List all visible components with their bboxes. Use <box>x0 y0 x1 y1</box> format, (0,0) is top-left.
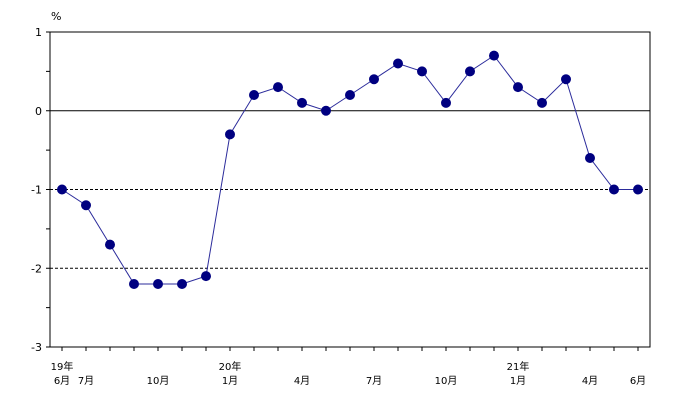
data-points <box>57 50 643 289</box>
gridlines <box>50 110 650 269</box>
x-tick-label: 6月 <box>54 375 70 387</box>
data-point <box>249 90 259 100</box>
data-point <box>321 105 331 116</box>
x-tick-label: 1月 <box>510 375 526 387</box>
x-tick-label: 6月 <box>630 375 646 387</box>
data-point <box>513 82 523 93</box>
y-unit-label: % <box>51 10 61 23</box>
data-point <box>633 184 643 195</box>
data-point <box>441 97 451 108</box>
data-point <box>369 74 379 85</box>
x-year-label: 21年 <box>507 360 530 373</box>
x-tick-label: 10月 <box>435 375 458 387</box>
data-point <box>297 97 307 108</box>
data-point <box>609 184 619 195</box>
y-tick-label: 1 <box>35 26 42 39</box>
x-tick-label: 4月 <box>582 375 598 387</box>
data-point <box>537 97 547 108</box>
x-year-label: 19年 <box>51 360 74 373</box>
data-point <box>345 90 355 100</box>
data-point <box>81 200 91 211</box>
x-tick-label: 7月 <box>366 375 382 387</box>
x-tick-label: 7月 <box>78 375 94 387</box>
data-point <box>585 153 595 163</box>
x-tick-label: 1月 <box>222 375 238 387</box>
data-point <box>57 184 67 195</box>
data-point <box>105 239 115 250</box>
y-axis-ticks: 1 0 -1 -2 -3 <box>31 26 50 354</box>
data-point <box>201 271 211 282</box>
data-point <box>393 58 403 69</box>
y-tick-label: -2 <box>31 262 42 275</box>
y-tick-label: 0 <box>35 105 42 118</box>
data-point <box>129 279 139 289</box>
data-point <box>417 66 427 77</box>
x-axis-ticks: 19年 6月 7月 10月 20年 1月 4月 7月 10月 21年 1月 4月 6月 <box>51 347 646 387</box>
data-point <box>489 50 499 61</box>
data-point <box>153 279 163 289</box>
data-point <box>225 129 235 140</box>
x-tick-label: 4月 <box>294 375 310 387</box>
series-line <box>61 54 638 285</box>
data-point <box>273 82 283 93</box>
data-point <box>465 66 475 77</box>
data-point <box>561 74 571 85</box>
x-tick-label: 10月 <box>147 375 170 387</box>
data-point <box>177 279 187 289</box>
y-tick-label: -1 <box>31 184 42 197</box>
x-year-label: 20年 <box>219 360 242 373</box>
y-tick-label: -3 <box>31 341 42 354</box>
